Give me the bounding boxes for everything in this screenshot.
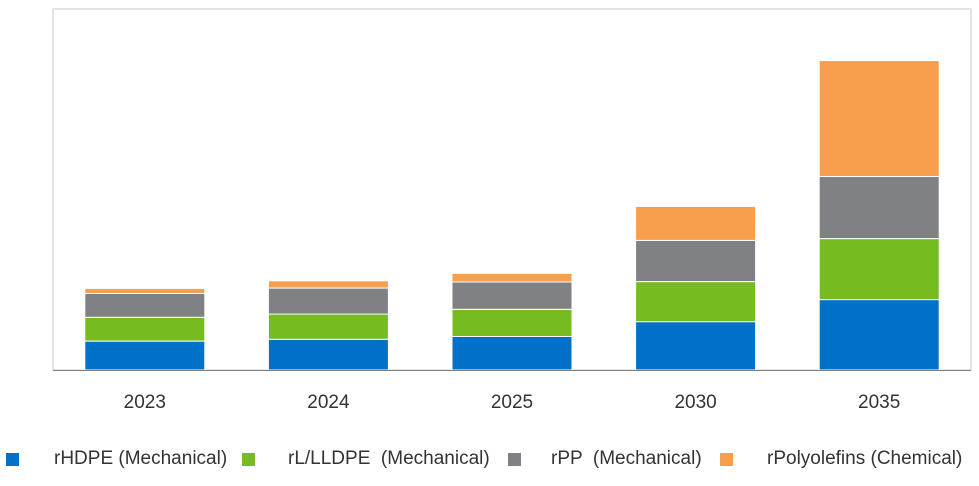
legend-label-rpp: rPP (Mechanical) xyxy=(551,448,702,469)
x-tick-label-2030: 2030 xyxy=(674,392,716,413)
x-tick-labels: 2023 2024 2025 2030 2035 xyxy=(124,392,901,413)
legend-item-rpolyolefins: rPolyolefins (Chemical) xyxy=(720,443,962,475)
legend-swatch-rpolyolefins xyxy=(720,452,733,466)
legend: rHDPE (Mechanical) rL/LLDPE (Mechanical)… xyxy=(0,443,979,475)
legend-label-rhdpe: rHDPE (Mechanical) xyxy=(54,448,228,469)
legend-item-rpp: rPP (Mechanical) xyxy=(508,443,702,475)
bar-segment-rhdpe-mechanical-2030 xyxy=(635,321,757,371)
bar-segment-rhdpe-mechanical-2035 xyxy=(818,299,940,371)
stacked-bar-chart: 2023 2024 2025 2030 2035 xyxy=(52,8,972,413)
bar-segment-rpp-mechanical-2023 xyxy=(84,293,206,318)
legend-item-rlldpe: rL/LLDPE (Mechanical) xyxy=(242,443,490,475)
bar-segment-rpp-mechanical-2024 xyxy=(267,287,389,315)
bar-segment-rpp-mechanical-2025 xyxy=(451,281,573,310)
legend-label-rlldpe: rL/LLDPE (Mechanical) xyxy=(288,448,490,469)
bar-segment-rpp-mechanical-2030 xyxy=(635,239,757,283)
bar-segment-rpolyolefins-chemical-2023 xyxy=(84,287,206,294)
x-tick-label-2025: 2025 xyxy=(491,392,533,413)
x-tick-label-2035: 2035 xyxy=(858,392,900,413)
legend-item-rhdpe: rHDPE (Mechanical) xyxy=(6,443,227,475)
bar-segment-rl-lldpe-mechanical-2023 xyxy=(84,316,206,342)
bar-segment-rhdpe-mechanical-2023 xyxy=(84,340,206,371)
bar-segment-rpolyolefins-chemical-2024 xyxy=(267,280,389,289)
bar-segment-rl-lldpe-mechanical-2024 xyxy=(267,313,389,340)
legend-swatch-rhdpe xyxy=(6,452,19,466)
bar-segment-rl-lldpe-mechanical-2025 xyxy=(451,308,573,337)
bar-segment-rl-lldpe-mechanical-2030 xyxy=(635,281,757,323)
x-tick-label-2023: 2023 xyxy=(124,392,166,413)
bars-group xyxy=(84,60,940,371)
bar-segment-rpp-mechanical-2035 xyxy=(818,176,940,240)
legend-swatch-rpp xyxy=(508,452,521,466)
bar-segment-rpolyolefins-chemical-2035 xyxy=(818,60,940,177)
bar-segment-rl-lldpe-mechanical-2035 xyxy=(818,238,940,301)
bar-segment-rpolyolefins-chemical-2025 xyxy=(451,272,573,283)
legend-swatch-rlldpe xyxy=(242,452,255,466)
x-tick-label-2024: 2024 xyxy=(307,392,350,413)
bar-segment-rpolyolefins-chemical-2030 xyxy=(635,206,757,241)
bar-segment-rhdpe-mechanical-2025 xyxy=(451,335,573,371)
bar-segment-rhdpe-mechanical-2024 xyxy=(267,338,389,371)
legend-label-rpolyolefins: rPolyolefins (Chemical) xyxy=(767,448,963,469)
